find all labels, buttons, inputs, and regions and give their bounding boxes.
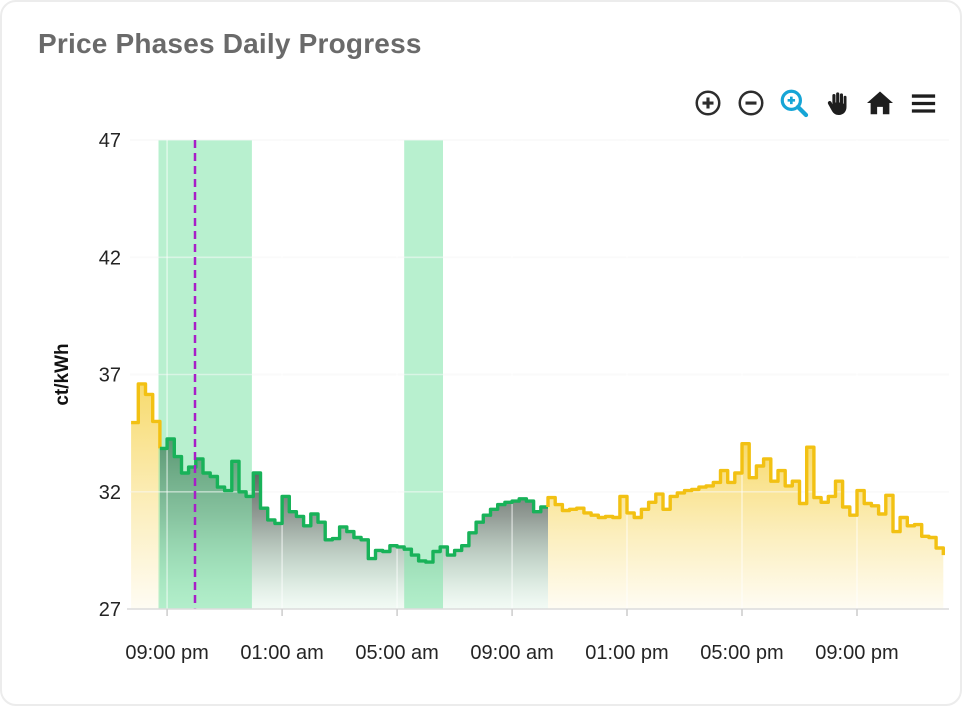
zoom-out-icon <box>738 90 764 116</box>
chart-modebar <box>691 86 940 120</box>
x-tick-label: 09:00 pm <box>815 642 898 664</box>
home-button[interactable] <box>863 86 897 120</box>
x-tick-label: 05:00 pm <box>700 642 783 664</box>
y-tick-label: 32 <box>99 482 121 504</box>
pan-hand-icon <box>827 92 847 115</box>
zoom-in-button[interactable] <box>691 86 725 120</box>
y-axis-title: ct/kWh <box>52 343 73 405</box>
green-cheap-phase-line <box>159 437 548 564</box>
y-tick-label: 47 <box>99 130 121 152</box>
box-zoom-button[interactable] <box>777 86 811 120</box>
zoom-out-button[interactable] <box>734 86 768 120</box>
yellow-phase-1-fill <box>131 383 160 609</box>
menu-button[interactable] <box>906 86 940 120</box>
home-reset-icon <box>867 91 893 115</box>
yellow-phase-1-line <box>131 382 162 449</box>
x-tick-label: 09:00 pm <box>125 642 208 664</box>
zoom-in-icon <box>695 90 721 116</box>
chart-title: Price Phases Daily Progress <box>38 28 422 59</box>
x-tick-label: 05:00 am <box>355 642 438 664</box>
x-tick-label: 09:00 am <box>470 642 553 664</box>
x-tick-label: 01:00 pm <box>585 642 668 664</box>
pan-button[interactable] <box>820 86 854 120</box>
y-tick-label: 37 <box>99 365 121 387</box>
menu-icon <box>911 93 935 113</box>
yellow-phase-2-fill <box>548 443 944 609</box>
x-tick-label: 01:00 am <box>240 642 323 664</box>
box-zoom-magnifier-icon <box>780 89 809 118</box>
yellow-phase-2-line <box>546 442 945 556</box>
y-tick-label: 42 <box>99 247 121 269</box>
y-tick-label: 27 <box>99 599 121 621</box>
green-cheap-phase-fill <box>159 439 548 609</box>
